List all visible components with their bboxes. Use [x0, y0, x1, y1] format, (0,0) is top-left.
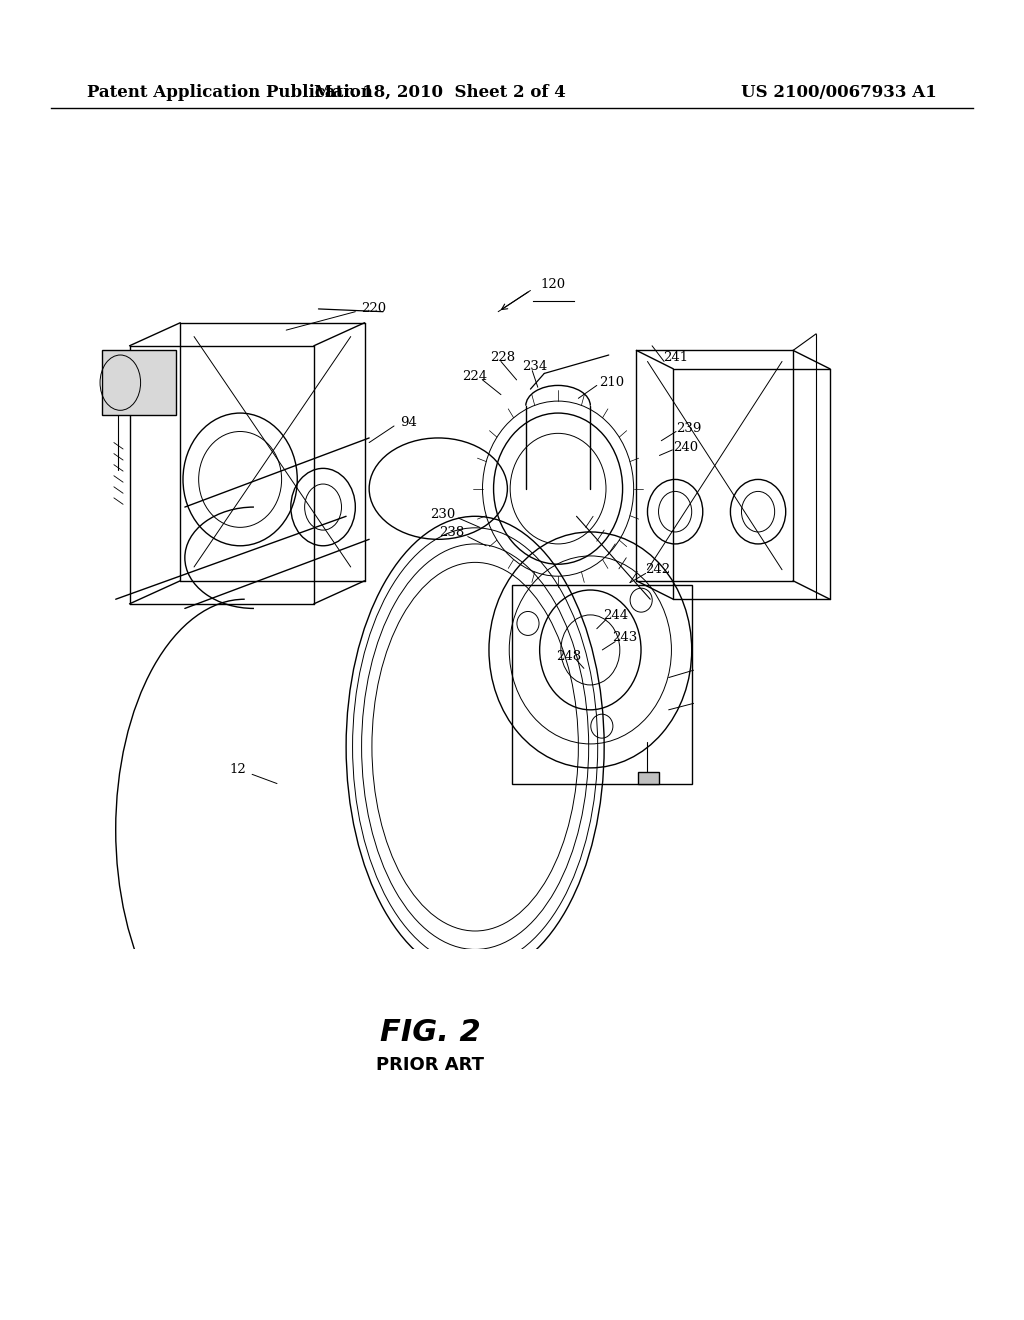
Bar [512, 585, 692, 784]
Text: 248: 248 [557, 649, 582, 663]
Text: 224: 224 [463, 370, 487, 383]
Bar [638, 772, 658, 784]
Text: 243: 243 [611, 631, 637, 644]
Text: 220: 220 [361, 302, 386, 315]
Text: 239: 239 [676, 422, 701, 436]
Text: PRIOR ART: PRIOR ART [376, 1056, 484, 1074]
Text: Mar. 18, 2010  Sheet 2 of 4: Mar. 18, 2010 Sheet 2 of 4 [314, 84, 566, 100]
Text: 234: 234 [522, 360, 548, 374]
Text: FIG. 2: FIG. 2 [380, 1018, 480, 1047]
Text: 244: 244 [603, 610, 628, 622]
Text: 241: 241 [664, 351, 688, 364]
Text: 120: 120 [541, 277, 566, 290]
Text: 238: 238 [439, 527, 465, 540]
Text: 228: 228 [490, 351, 515, 364]
Text: Patent Application Publication: Patent Application Publication [87, 84, 373, 100]
Text: 240: 240 [673, 441, 697, 454]
Text: 242: 242 [645, 564, 670, 577]
Text: 94: 94 [400, 416, 417, 429]
Text: 210: 210 [599, 376, 624, 389]
Text: US 2100/0067933 A1: US 2100/0067933 A1 [741, 84, 937, 100]
Bar [102, 350, 176, 414]
Text: 12: 12 [229, 763, 246, 776]
Text: 230: 230 [430, 508, 456, 521]
